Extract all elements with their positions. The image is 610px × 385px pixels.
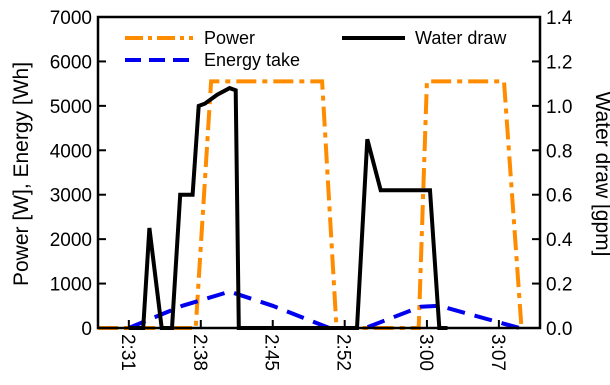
series-line-power [98,79,524,330]
axes-layer: 0 1000 2000 3000 4000 5000 6000 7000 0.0 0.2 0.4 0.… [50,8,573,371]
right-axis-title: Water draw [gpm] [591,92,610,257]
left-tick-label: 0 [81,319,92,340]
left-tick-label: 1000 [50,275,92,296]
legend-energy-label: Energy take [204,50,300,70]
x-tick-label: 2:38 [189,334,210,371]
legend-water-label: Water draw [415,28,507,48]
right-tick-label: 1.2 [546,52,572,73]
x-tick-label: 2:45 [261,334,282,371]
left-axis-title: Power [W], Energy [Wh] [10,62,33,286]
legend-power-label: Power [204,28,255,48]
right-tick-label: 1.0 [546,97,572,118]
right-tick-label: 0.8 [546,141,572,162]
right-tick-label: 0.2 [546,275,572,296]
plot-frame [96,15,542,330]
left-tick-label: 2000 [50,230,92,251]
left-tick-label: 4000 [50,141,92,162]
x-tick-label: 2:52 [333,334,354,371]
left-tick-label: 5000 [50,97,92,118]
x-tick-label: 2:31 [117,334,138,371]
right-tick-label: 0.0 [546,319,572,340]
legend: Power Water draw Energy take [125,28,507,70]
x-tick-label: 3:07 [487,334,508,371]
right-tick-label: 0.6 [546,186,572,207]
x-tick-label: 3:00 [415,334,436,371]
left-tick-label: 6000 [50,52,92,73]
left-tick-label: 7000 [50,8,92,29]
left-tick-label: 3000 [50,186,92,207]
plot-background [98,17,540,328]
right-tick-label: 0.4 [546,230,573,251]
plot-area [98,17,540,328]
right-tick-label: 1.4 [546,8,573,29]
